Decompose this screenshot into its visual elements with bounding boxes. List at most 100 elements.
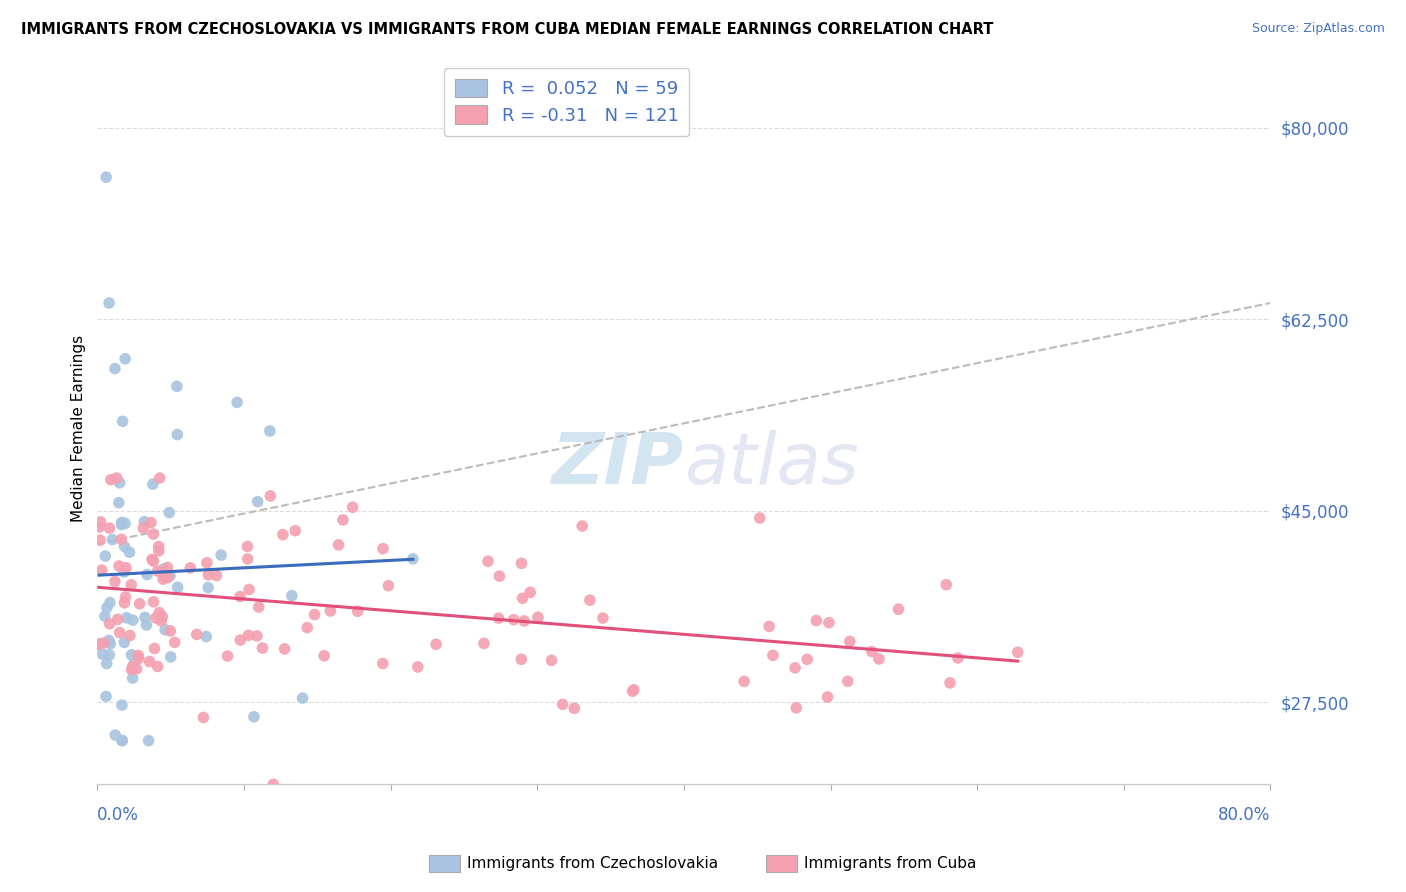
Point: [806, 614, 828, 628]
Point: [935, 577, 957, 591]
Point: [519, 585, 541, 599]
Point: [562, 701, 585, 715]
Point: [371, 657, 394, 671]
Point: [332, 513, 354, 527]
Point: [510, 557, 533, 571]
Point: [477, 554, 499, 568]
Point: [817, 690, 839, 704]
Point: [114, 590, 136, 604]
Point: [128, 651, 150, 665]
Point: [121, 648, 143, 662]
Point: [153, 623, 176, 637]
Point: [98, 637, 121, 651]
Point: [217, 649, 239, 664]
Point: [153, 569, 176, 583]
Point: [121, 613, 143, 627]
Point: [271, 527, 294, 541]
Point: [837, 674, 859, 689]
Point: [402, 552, 425, 566]
Point: [108, 559, 131, 574]
Y-axis label: Median Female Earnings: Median Female Earnings: [72, 335, 86, 523]
Point: [110, 517, 132, 532]
Point: [148, 540, 170, 554]
Point: [733, 674, 755, 689]
Point: [89, 515, 111, 529]
Point: [134, 515, 156, 529]
Text: Immigrants from Cuba: Immigrants from Cuba: [804, 856, 977, 871]
Text: 80.0%: 80.0%: [1218, 806, 1271, 824]
Point: [138, 655, 160, 669]
Point: [319, 604, 342, 618]
Point: [121, 660, 143, 674]
Point: [291, 691, 314, 706]
Point: [100, 473, 122, 487]
Point: [98, 521, 121, 535]
Point: [785, 701, 807, 715]
Point: [107, 496, 129, 510]
Point: [146, 564, 169, 578]
Point: [98, 296, 121, 310]
Point: [121, 663, 143, 677]
Point: [127, 648, 149, 663]
Point: [149, 471, 172, 485]
Point: [150, 614, 173, 628]
Text: ZIP: ZIP: [551, 430, 683, 499]
Point: [104, 574, 127, 589]
Point: [115, 611, 138, 625]
Point: [156, 571, 179, 585]
Point: [406, 660, 429, 674]
Point: [226, 395, 249, 409]
Text: IMMIGRANTS FROM CZECHOSLOVAKIA VS IMMIGRANTS FROM CUBA MEDIAN FEMALE EARNINGS CO: IMMIGRANTS FROM CZECHOSLOVAKIA VS IMMIGR…: [21, 22, 994, 37]
Point: [108, 475, 131, 490]
Point: [107, 612, 129, 626]
Point: [818, 615, 841, 630]
Point: [91, 647, 114, 661]
Point: [195, 556, 218, 570]
Point: [150, 609, 173, 624]
Point: [111, 414, 134, 428]
Point: [94, 690, 117, 704]
Point: [148, 606, 170, 620]
Point: [101, 533, 124, 547]
Point: [488, 569, 510, 583]
Legend: R =  0.052   N = 59, R = -0.31   N = 121: R = 0.052 N = 59, R = -0.31 N = 121: [444, 68, 689, 136]
Point: [122, 657, 145, 672]
Point: [134, 610, 156, 624]
Point: [193, 710, 215, 724]
Point: [868, 652, 890, 666]
Point: [252, 640, 274, 655]
Point: [758, 619, 780, 633]
Point: [762, 648, 785, 663]
Text: atlas: atlas: [683, 430, 859, 499]
Point: [111, 733, 134, 747]
Point: [166, 427, 188, 442]
Point: [527, 610, 550, 624]
Point: [112, 635, 135, 649]
Point: [166, 580, 188, 594]
Point: [148, 544, 170, 558]
Point: [346, 604, 368, 618]
Point: [205, 568, 228, 582]
Point: [195, 630, 218, 644]
Point: [142, 527, 165, 541]
Point: [838, 634, 860, 648]
Point: [236, 540, 259, 554]
Point: [142, 477, 165, 491]
Point: [105, 471, 128, 485]
Point: [96, 600, 118, 615]
Point: [159, 569, 181, 583]
Point: [592, 611, 614, 625]
Point: [135, 618, 157, 632]
Point: [342, 500, 364, 515]
Point: [297, 621, 319, 635]
Point: [246, 629, 269, 643]
Point: [243, 710, 266, 724]
Point: [94, 549, 117, 563]
Text: Immigrants from Czechoslovakia: Immigrants from Czechoslovakia: [467, 856, 718, 871]
Point: [304, 607, 326, 622]
Point: [111, 698, 134, 712]
Point: [128, 597, 150, 611]
Point: [87, 637, 110, 651]
Point: [163, 635, 186, 649]
Point: [104, 728, 127, 742]
